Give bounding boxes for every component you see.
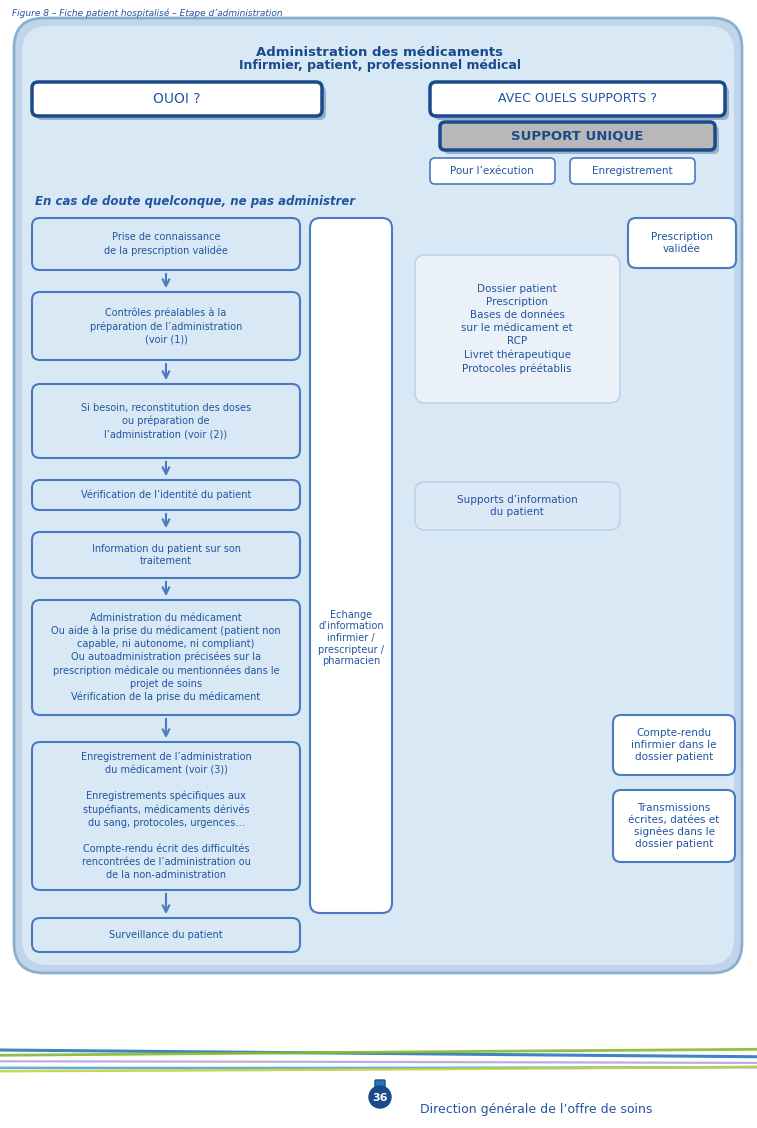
FancyBboxPatch shape: [613, 790, 735, 862]
FancyBboxPatch shape: [22, 26, 734, 964]
FancyBboxPatch shape: [32, 481, 300, 510]
FancyBboxPatch shape: [628, 218, 736, 268]
Text: 36: 36: [372, 1093, 388, 1103]
Text: Vérification de l’identité du patient: Vérification de l’identité du patient: [81, 490, 251, 500]
FancyBboxPatch shape: [434, 86, 729, 120]
Text: Contrôles préalables à la
préparation de l’administration
(voir (1)): Contrôles préalables à la préparation de…: [90, 308, 242, 344]
Text: SUPPORT UNIQUE: SUPPORT UNIQUE: [511, 130, 643, 142]
Text: Si besoin, reconstitution des doses
ou préparation de
l’administration (voir (2): Si besoin, reconstitution des doses ou p…: [81, 403, 251, 439]
Text: Administration des médicaments: Administration des médicaments: [257, 45, 503, 59]
FancyBboxPatch shape: [32, 82, 322, 116]
Text: Prescription
validée: Prescription validée: [651, 232, 713, 254]
FancyBboxPatch shape: [430, 82, 725, 116]
FancyBboxPatch shape: [430, 158, 555, 184]
Text: Infirmier, patient, professionnel médical: Infirmier, patient, professionnel médica…: [239, 60, 521, 72]
Text: Prise de connaissance
de la prescription validée: Prise de connaissance de la prescription…: [104, 232, 228, 256]
FancyBboxPatch shape: [415, 482, 620, 530]
FancyBboxPatch shape: [444, 126, 719, 155]
FancyBboxPatch shape: [32, 918, 300, 952]
FancyBboxPatch shape: [32, 292, 300, 360]
FancyBboxPatch shape: [415, 255, 620, 403]
FancyBboxPatch shape: [440, 122, 715, 150]
Text: Enregistrement: Enregistrement: [592, 166, 672, 176]
FancyBboxPatch shape: [375, 1079, 385, 1090]
Text: Transmissions
écrites, datées et
signées dans le
dossier patient: Transmissions écrites, datées et signées…: [628, 803, 720, 848]
FancyBboxPatch shape: [32, 532, 300, 578]
Text: Figure 8 – Fiche patient hospitalisé – Etape d’administration: Figure 8 – Fiche patient hospitalisé – E…: [12, 8, 282, 18]
Text: Direction générale de l’offre de soins: Direction générale de l’offre de soins: [420, 1103, 653, 1117]
FancyBboxPatch shape: [32, 742, 300, 890]
FancyBboxPatch shape: [32, 218, 300, 270]
Text: En cas de doute quelconque, ne pas administrer: En cas de doute quelconque, ne pas admin…: [35, 195, 355, 209]
Text: Enregistrement de l’administration
du médicament (voir (3))

Enregistrements spé: Enregistrement de l’administration du mé…: [81, 752, 251, 880]
Text: Supports d’information
du patient: Supports d’information du patient: [456, 495, 578, 517]
Text: Dossier patient
Prescription
Bases de données
sur le médicament et
RCP
Livret th: Dossier patient Prescription Bases de do…: [461, 284, 573, 374]
Text: OUOI ?: OUOI ?: [153, 92, 201, 106]
FancyBboxPatch shape: [14, 18, 742, 973]
Text: Administration du médicament
Ou aide à la prise du médicament (patient non
capab: Administration du médicament Ou aide à l…: [51, 613, 281, 703]
Text: Pour l’exécution: Pour l’exécution: [450, 166, 534, 176]
Text: AVEC OUELS SUPPORTS ?: AVEC OUELS SUPPORTS ?: [497, 92, 656, 106]
FancyBboxPatch shape: [570, 158, 695, 184]
FancyBboxPatch shape: [310, 218, 392, 913]
Text: Echange
d’information
infirmier /
prescripteur /
pharmacien: Echange d’information infirmier / prescr…: [318, 610, 384, 667]
Circle shape: [369, 1086, 391, 1108]
Text: Information du patient sur son
traitement: Information du patient sur son traitemen…: [92, 544, 241, 566]
FancyBboxPatch shape: [613, 715, 735, 775]
FancyBboxPatch shape: [32, 600, 300, 715]
FancyBboxPatch shape: [36, 86, 326, 120]
Text: Compte-rendu
infirmier dans le
dossier patient: Compte-rendu infirmier dans le dossier p…: [631, 729, 717, 761]
FancyBboxPatch shape: [32, 384, 300, 458]
Text: Surveillance du patient: Surveillance du patient: [109, 929, 223, 940]
